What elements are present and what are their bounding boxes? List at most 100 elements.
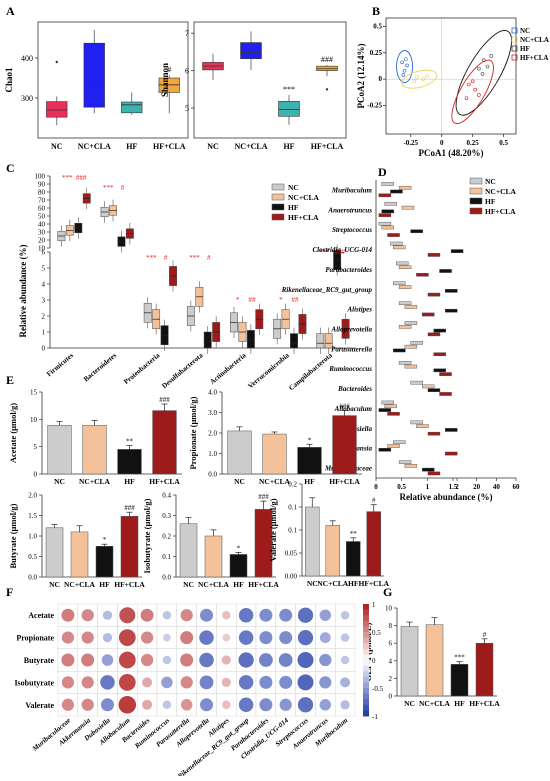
phylum-ytick-label: 3 (42, 297, 46, 305)
heatmap-scale-step (363, 609, 369, 616)
heatmap-dot (340, 677, 351, 688)
pcoa-point (485, 64, 490, 69)
heatmap-dot (162, 700, 172, 710)
glp1-xtick-label: HF+CLA (469, 699, 500, 708)
heatmap-dot (102, 632, 113, 643)
phylum-ytick-label: 20 (38, 237, 46, 245)
heatmap-dot (119, 607, 136, 624)
propionate-ylabel: Propionate (μmol/g) (188, 396, 198, 469)
genus-box (410, 341, 423, 345)
phylum-ytick-label: 10 (38, 245, 46, 253)
genus-xtick-label: 40 (493, 483, 501, 491)
pcoa-xtick-label: 0 (440, 139, 444, 147)
heatmap-dot (340, 610, 350, 620)
genus-label: Clostridia_UCG-014 (312, 246, 372, 254)
genus-label: Bacteroides (337, 385, 372, 393)
genus-label: Parasutterella (331, 345, 372, 353)
heatmap-dot (162, 655, 172, 665)
genus-box (410, 380, 423, 385)
genus-box (378, 221, 392, 226)
glp1-bar (475, 642, 494, 697)
heatmap-dot (162, 610, 172, 620)
heatmap-dot (102, 610, 113, 620)
genus-box (433, 328, 446, 333)
phylum-ytick-label: 40 (38, 221, 46, 229)
butyrate-ytick-label: 0.5 (28, 553, 37, 561)
genus-box (433, 352, 446, 357)
heatmap-scale-step (363, 682, 369, 689)
heatmap-dot (340, 633, 350, 642)
acetate-xtick-label: HF+CLA (149, 477, 180, 486)
butyrate-bar (70, 531, 89, 578)
heatmap-dot (142, 677, 153, 688)
valerate-ylabel: Valerate (μmol/g) (268, 498, 278, 561)
pcoa-point (421, 77, 425, 81)
genus-box (404, 464, 418, 468)
heatmap-scale-step (363, 699, 369, 706)
pcoa-legend-symbol (511, 36, 518, 43)
propionate-bar (332, 415, 357, 475)
heatmap-dot (259, 675, 273, 689)
pcoa-point (470, 79, 475, 84)
heatmap-dot (319, 699, 332, 711)
heatmap-dot (279, 675, 293, 689)
genus-box (381, 225, 394, 230)
panel-label-c: C (6, 161, 15, 175)
valerate-bar (346, 541, 361, 577)
heatmap-scale-step (363, 643, 369, 650)
acetate-sig-mark: ### (159, 396, 170, 404)
genus-box (393, 245, 406, 250)
pcoa-point (464, 96, 469, 100)
valerate-ytick-label: 0.05 (285, 550, 298, 558)
valerate-ytick-label: 0.1 (288, 504, 297, 512)
shannon-box (240, 42, 262, 59)
heatmap-dot (297, 629, 314, 646)
genus-box (398, 325, 412, 329)
heatmap-dot (319, 653, 332, 667)
genus-box (398, 285, 412, 289)
panel-label-f: F (6, 585, 13, 599)
genus-label: Allobaculum (334, 405, 373, 413)
genus-box (390, 241, 403, 246)
genus-box (387, 233, 400, 237)
phylum-ytick-label: 2 (42, 313, 46, 321)
heatmap-scale-step (363, 671, 369, 678)
glp1-ytick-label: 4 (389, 657, 393, 665)
genus-xtick-label: 0 (374, 483, 378, 491)
genus-xtick-label: 0.5 (397, 483, 406, 491)
isobutyrate-xtick-label: HF+CLA (248, 580, 279, 589)
pcoa-frame (385, 17, 517, 135)
heatmap-dot (221, 677, 231, 688)
heatmap-dot (163, 633, 171, 642)
phylum-xtick-label: Firmicutes (45, 351, 75, 378)
glp1-ytick-label: 0 (389, 693, 393, 701)
isobutyrate-xtick-label: NC (183, 580, 194, 589)
propionate-xtick-label: HF+CLA (329, 477, 360, 486)
genus-box (445, 428, 458, 432)
genus-box (378, 193, 392, 198)
valerate-bar (305, 506, 320, 577)
shannon-sig-mark: ### (321, 55, 333, 64)
shannon-xtick-label: NC+CLA (234, 142, 267, 151)
glp1-ytick-label: 8 (389, 622, 393, 630)
genus-box (398, 360, 412, 365)
valerate-xtick-label: HF+CLA (358, 579, 389, 588)
chao1-frame (37, 21, 189, 139)
genus-box (427, 292, 441, 297)
valerate-xtick-label: NC (307, 579, 318, 588)
chao1-ytick-label: 400 (21, 54, 33, 63)
heatmap-dot (340, 655, 350, 665)
heatmap-scale-step (363, 665, 369, 672)
shannon-ytick-label: 5 (185, 104, 189, 113)
heatmap-scale-step (363, 676, 369, 683)
genus-box (381, 209, 394, 214)
isobutyrate-ytick-label: 0.2 (162, 533, 171, 541)
heatmap-dot (142, 699, 153, 710)
heatmap-dot (222, 610, 231, 620)
pcoa-ellipse-hfcla (451, 59, 494, 125)
heatmap-dot (180, 676, 193, 689)
isobutyrate-xtick-label: NC+CLA (198, 580, 230, 589)
phylum-ytick-label: 1 (42, 329, 46, 337)
phylum-legend-label: HF (288, 203, 299, 212)
heatmap-row-label: Isobutyrate (14, 678, 54, 687)
